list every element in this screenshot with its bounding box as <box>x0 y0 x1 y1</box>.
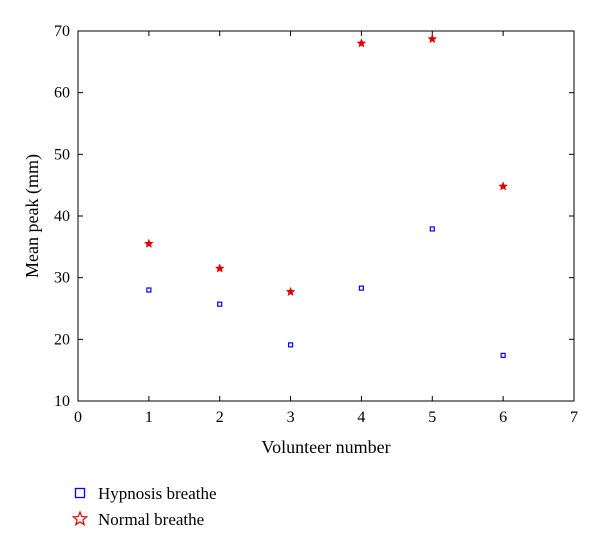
data-point-square <box>287 342 294 348</box>
y-axis-label: Mean peak (mm) <box>22 154 43 278</box>
data-point-square <box>429 226 435 232</box>
plot-frame <box>77 30 575 402</box>
data-point-star <box>427 34 438 44</box>
x-tick-label: 1 <box>145 409 153 426</box>
x-axis-label: Volunteer number <box>261 437 390 457</box>
data-point-star <box>144 238 154 248</box>
x-tick-label: 5 <box>428 409 436 426</box>
x-tick-label: 3 <box>287 409 295 426</box>
legend-label: Hypnosis breathe <box>98 484 217 503</box>
legend: Hypnosis breathe Normal breathe <box>71 484 217 529</box>
data-point-square <box>500 352 506 358</box>
legend-marker-star <box>71 510 89 527</box>
x-tick-label: 2 <box>216 409 224 426</box>
y-tick-label: 30 <box>54 270 70 287</box>
data-point-star <box>498 181 508 191</box>
x-tick-label: 6 <box>499 409 507 426</box>
data-point-star <box>285 286 296 296</box>
data-point-square <box>217 301 223 307</box>
data-point-star <box>214 263 225 273</box>
y-tick-label: 10 <box>54 393 70 410</box>
x-axis-ticks: 0 1 2 3 4 5 6 7 <box>74 31 578 426</box>
y-axis-ticks: 10 20 30 40 50 60 70 <box>54 23 574 410</box>
data-point-star <box>356 38 367 48</box>
y-tick-label: 70 <box>54 23 70 40</box>
y-tick-label: 50 <box>54 146 70 163</box>
y-tick-label: 40 <box>54 208 70 225</box>
y-tick-label: 60 <box>54 85 70 102</box>
data-points <box>144 34 508 358</box>
data-point-square <box>358 285 365 291</box>
legend-label: Normal breathe <box>98 510 204 529</box>
x-tick-label: 4 <box>357 409 365 426</box>
plot-border <box>77 30 575 402</box>
y-tick-label: 20 <box>54 331 70 348</box>
x-tick-label: 0 <box>74 409 82 426</box>
data-point-square <box>146 287 152 293</box>
x-tick-label: 7 <box>570 409 578 426</box>
legend-marker-square <box>74 487 86 499</box>
